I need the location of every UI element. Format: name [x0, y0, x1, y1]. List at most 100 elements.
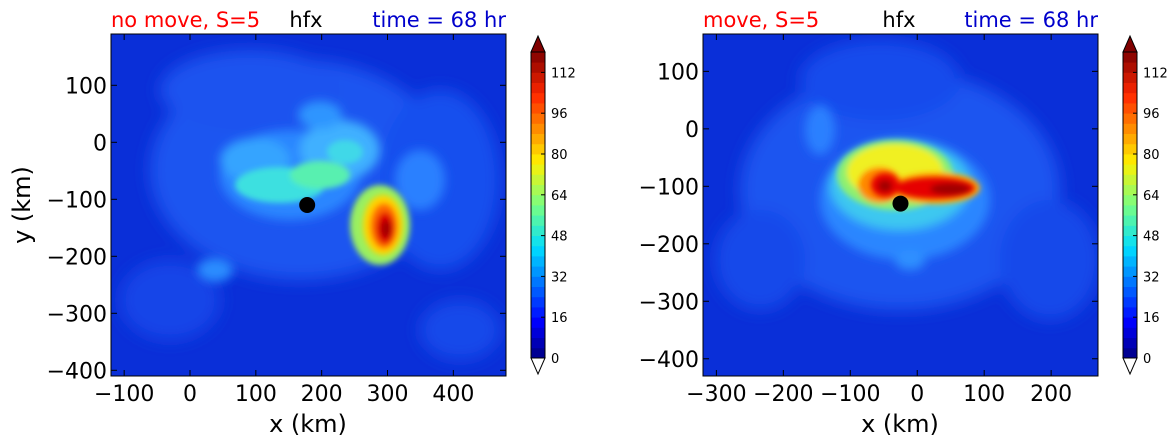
- colorbar-segment: [1123, 72, 1137, 83]
- panel-move: move, S=5 hfx time = 68 hr: [639, 8, 1168, 438]
- field-region: [298, 101, 342, 129]
- colorbar-segment: [1123, 225, 1137, 236]
- colorbar-tick-label: 16: [1143, 311, 1160, 326]
- colorbar-segment: [1123, 154, 1137, 165]
- colorbar-segment: [531, 317, 545, 328]
- colorbar-tick-label: 48: [551, 230, 568, 245]
- colorbar-segment: [1123, 164, 1137, 175]
- plot-frame: [110, 33, 507, 377]
- field-region: [395, 150, 445, 210]
- colorbar: 0 16 32 48 64 80 96 112: [530, 34, 576, 376]
- colorbar-segment: [1123, 327, 1137, 338]
- field-region: [160, 50, 340, 130]
- colorbar-segment: [1123, 307, 1137, 318]
- title-group-left: no move, S=5 hfx time = 68 hr: [111, 8, 506, 32]
- colorbar-segment: [531, 215, 545, 226]
- colorbar-segment: [1123, 347, 1137, 359]
- storm-center-marker: [299, 197, 316, 213]
- colorbar-segment: [1123, 62, 1137, 73]
- colorbar-segment: [1123, 174, 1137, 185]
- colorbar-segment: [1123, 276, 1137, 287]
- colorbar-segment: [531, 245, 545, 257]
- colorbar-segment: [531, 103, 545, 114]
- colorbar-extend-min: [530, 357, 546, 376]
- x-tick-label: 200: [301, 382, 343, 407]
- y-tick-label: −100: [639, 175, 699, 200]
- field-region: [197, 258, 233, 282]
- colorbar-segment: [531, 235, 545, 247]
- colorbar-segment: [1123, 296, 1137, 308]
- colorbar-tick-label: 96: [1143, 107, 1160, 122]
- colorbar-segment: [531, 92, 545, 104]
- colorbar-tick-label: 64: [551, 189, 568, 204]
- colorbar-segment: [531, 286, 545, 298]
- axes: −100 0 100 200 300 400 100 0 −100 −200 −300 −400: [47, 34, 506, 407]
- colorbar-segment: [531, 276, 545, 287]
- field-region: [327, 140, 363, 164]
- colorbar-segment: [1123, 245, 1137, 257]
- field-region: [930, 183, 970, 195]
- colorbar-segment: [1123, 82, 1137, 94]
- colorbar-segment: [531, 52, 545, 63]
- panel-no-move: no move, S=5 hfx time = 68 hr: [8, 8, 576, 438]
- panel-title-left: move, S=5: [703, 8, 819, 32]
- x-tick-label: 400: [432, 382, 474, 407]
- colorbar-tick-label: 80: [1143, 148, 1160, 163]
- colorbar-segment: [1123, 286, 1137, 298]
- panel-title-center: hfx: [882, 8, 915, 32]
- colorbar-segment: [531, 62, 545, 73]
- colorbar-segment: [531, 154, 545, 165]
- colorbar-segment: [531, 347, 545, 359]
- colorbar-extend-max: [1122, 34, 1138, 53]
- colorbar-segment: [1123, 235, 1137, 247]
- colorbar-segment: [1123, 317, 1137, 328]
- colorbar-segment: [1123, 337, 1137, 349]
- colorbar-segment: [1123, 113, 1137, 124]
- colorbar-segment: [1123, 215, 1137, 226]
- field-region: [381, 220, 391, 238]
- colorbar-tick-label: 112: [551, 66, 576, 81]
- colorbar-segment: [531, 337, 545, 349]
- colorbar-tick-label: 112: [1143, 66, 1168, 81]
- y-tick-label: −200: [47, 245, 107, 270]
- colorbar-segment: [1123, 133, 1137, 145]
- field-region: [715, 210, 805, 310]
- y-tick-label: −400: [47, 359, 107, 384]
- colorbar-segment: [531, 205, 545, 216]
- x-tick-label: −300: [686, 382, 746, 407]
- colorbar-segment: [531, 225, 545, 236]
- colorbar-segment: [531, 256, 545, 267]
- colorbar-segment: [531, 82, 545, 94]
- colorbar-segment: [1123, 184, 1137, 196]
- colorbar-segment: [1123, 194, 1137, 206]
- panel-title-left: no move, S=5: [111, 8, 260, 32]
- colorbar-segment: [531, 113, 545, 124]
- colorbar-frame: [1122, 51, 1138, 359]
- axes: −300 −200 −100 0 100 200 100 0 −100 −200 −300 −400: [639, 34, 1098, 407]
- colorbar-segment: [1123, 205, 1137, 216]
- x-tick-label: 100: [963, 382, 1005, 407]
- colorbar-segment: [531, 174, 545, 185]
- colorbar-tick-label: 64: [1143, 189, 1160, 204]
- colorbar-tick-label: 16: [551, 311, 568, 326]
- y-tick-label: 0: [685, 118, 699, 143]
- x-tick-label: 200: [1030, 382, 1072, 407]
- x-tick-label: −100: [94, 382, 154, 407]
- colorbar-extend-min: [1122, 357, 1138, 376]
- y-tick-label: 0: [93, 131, 107, 156]
- x-tick-label: −100: [820, 382, 880, 407]
- y-tick-label: −100: [47, 188, 107, 213]
- colorbar-segment: [531, 307, 545, 318]
- colorbar: 0 16 32 48 64 80 96 112: [1122, 34, 1168, 376]
- y-tick-label: −200: [639, 233, 699, 258]
- colorbar-segment: [1123, 92, 1137, 104]
- storm-center-marker: [892, 195, 909, 212]
- colorbar-segment: [1123, 52, 1137, 63]
- colorbar-segment: [531, 184, 545, 196]
- colorbar-tick-label: 80: [551, 148, 568, 163]
- x-axis-label: x (km): [269, 410, 347, 438]
- plot-frame: [702, 33, 1099, 377]
- colorbar-segment: [531, 123, 545, 134]
- x-axis-label: x (km): [861, 410, 939, 438]
- y-tick-label: −300: [47, 302, 107, 327]
